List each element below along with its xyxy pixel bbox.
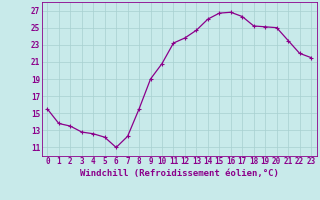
X-axis label: Windchill (Refroidissement éolien,°C): Windchill (Refroidissement éolien,°C)	[80, 169, 279, 178]
